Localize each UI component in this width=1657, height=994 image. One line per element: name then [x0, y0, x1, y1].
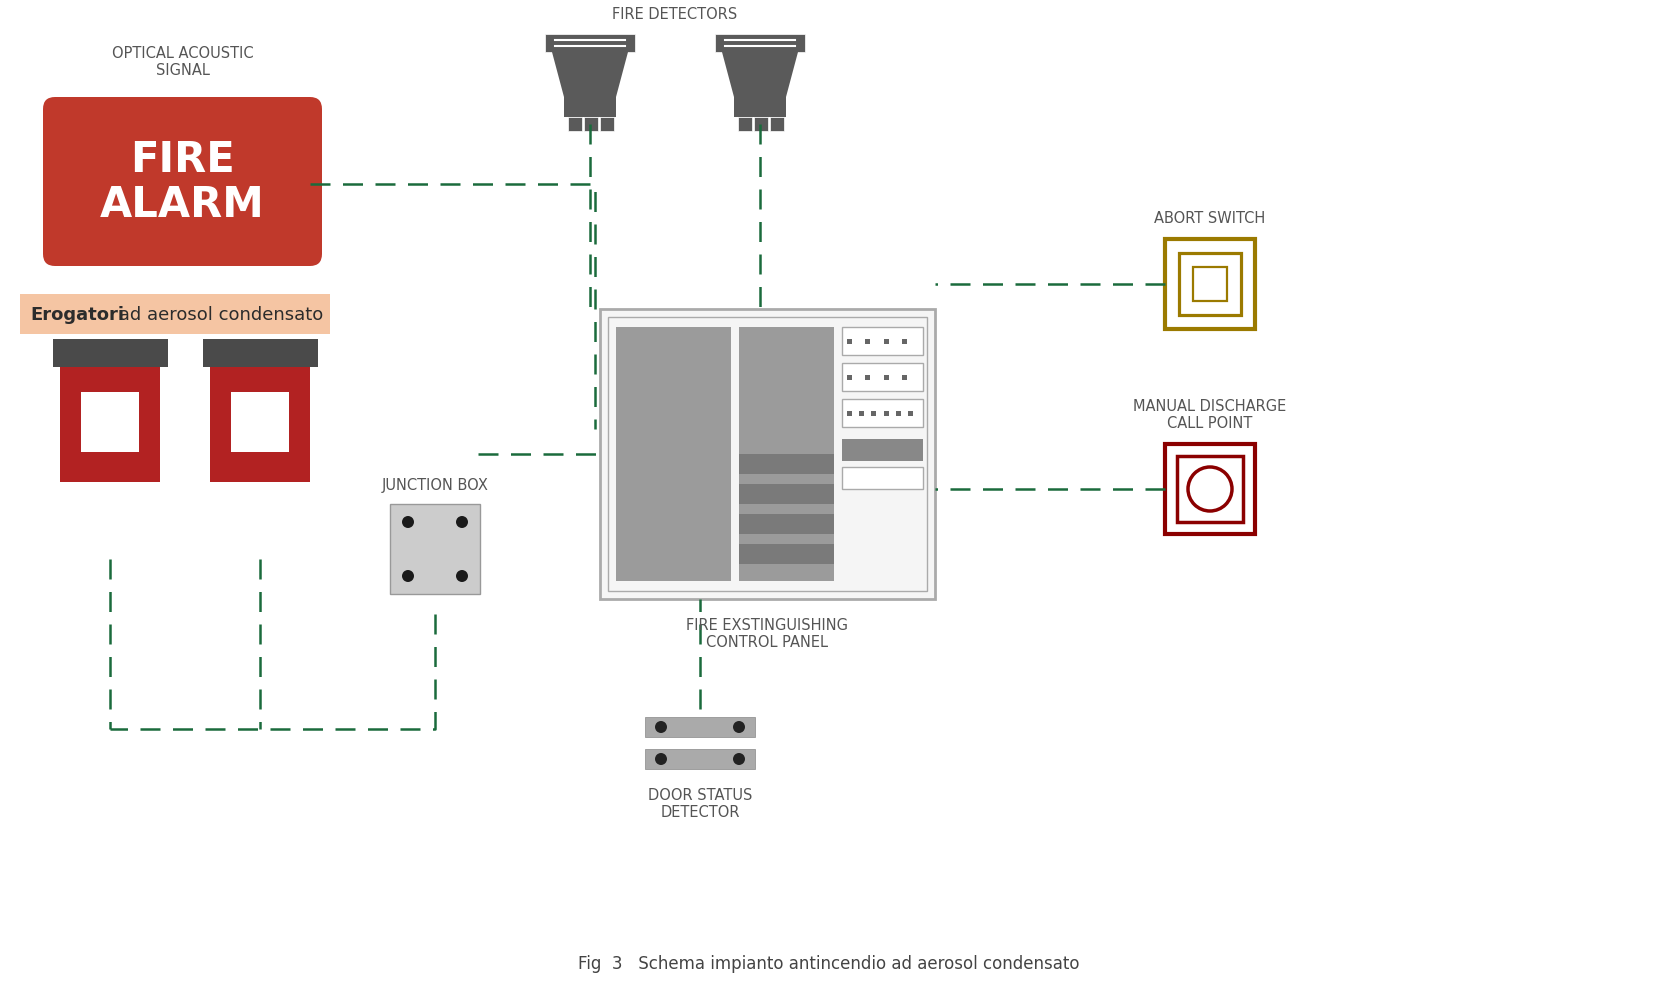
Bar [896, 412, 901, 416]
Bar [847, 340, 852, 345]
Bar [883, 412, 888, 416]
Bar [842, 364, 923, 392]
Bar [389, 505, 481, 594]
Bar [202, 340, 318, 368]
Bar [600, 310, 935, 599]
Bar [1176, 456, 1243, 523]
Circle shape [403, 517, 414, 529]
Bar [847, 376, 852, 381]
Circle shape [456, 571, 467, 582]
Polygon shape [722, 53, 799, 97]
Text: FIRE
ALARM: FIRE ALARM [99, 139, 265, 226]
Circle shape [456, 517, 467, 529]
Bar [847, 412, 852, 416]
Bar [734, 97, 785, 118]
Bar [842, 467, 923, 489]
Bar [600, 118, 615, 132]
Bar [771, 118, 784, 132]
Bar [842, 328, 923, 356]
Text: Erogatori: Erogatori [30, 306, 124, 324]
Bar [872, 412, 877, 416]
Bar [908, 412, 913, 416]
Circle shape [655, 722, 668, 734]
Text: ad aerosol condensato: ad aerosol condensato [113, 306, 323, 324]
Bar [739, 328, 833, 581]
Bar [545, 35, 635, 53]
Bar [842, 439, 923, 461]
Circle shape [403, 571, 414, 582]
Bar [754, 118, 767, 132]
Bar [739, 454, 833, 474]
Circle shape [732, 722, 746, 734]
Bar [901, 376, 906, 381]
Bar [739, 484, 833, 505]
Bar [230, 393, 288, 452]
Bar [716, 35, 805, 53]
Bar [583, 118, 598, 132]
Bar [608, 318, 926, 591]
Bar [739, 515, 833, 535]
Text: OPTICAL ACOUSTIC
SIGNAL: OPTICAL ACOUSTIC SIGNAL [111, 46, 254, 78]
Bar [883, 340, 888, 345]
Text: ABORT SWITCH: ABORT SWITCH [1155, 211, 1266, 226]
Text: FIRE EXSTINGUISHING
CONTROL PANEL: FIRE EXSTINGUISHING CONTROL PANEL [686, 617, 848, 650]
Bar [1165, 240, 1254, 330]
Bar [563, 97, 616, 118]
Bar [842, 400, 923, 427]
Bar [1165, 444, 1254, 535]
Bar [901, 340, 906, 345]
Text: MANUAL DISCHARGE
CALL POINT: MANUAL DISCHARGE CALL POINT [1133, 399, 1286, 430]
Polygon shape [552, 53, 628, 97]
Bar [60, 368, 161, 482]
Bar [568, 118, 582, 132]
Bar [1193, 267, 1226, 302]
Bar [737, 118, 752, 132]
Bar [210, 368, 310, 482]
FancyBboxPatch shape [43, 97, 321, 266]
Bar [81, 393, 139, 452]
Text: FIRE DETECTORS: FIRE DETECTORS [613, 7, 737, 22]
Bar [739, 545, 833, 565]
Bar [1180, 253, 1241, 316]
Text: DOOR STATUS
DETECTOR: DOOR STATUS DETECTOR [648, 787, 752, 820]
Bar [865, 376, 870, 381]
Text: JUNCTION BOX: JUNCTION BOX [381, 477, 489, 492]
Circle shape [655, 753, 668, 765]
Circle shape [1188, 467, 1233, 512]
Text: Fig  3   Schema impianto antincendio ad aerosol condensato: Fig 3 Schema impianto antincendio ad aer… [578, 954, 1079, 972]
Bar [865, 340, 870, 345]
Bar [860, 412, 865, 416]
Bar [616, 328, 731, 581]
Circle shape [732, 753, 746, 765]
Bar [645, 718, 756, 738]
Bar [645, 749, 756, 769]
Bar [20, 294, 330, 335]
Bar [53, 340, 167, 368]
Bar [883, 376, 888, 381]
